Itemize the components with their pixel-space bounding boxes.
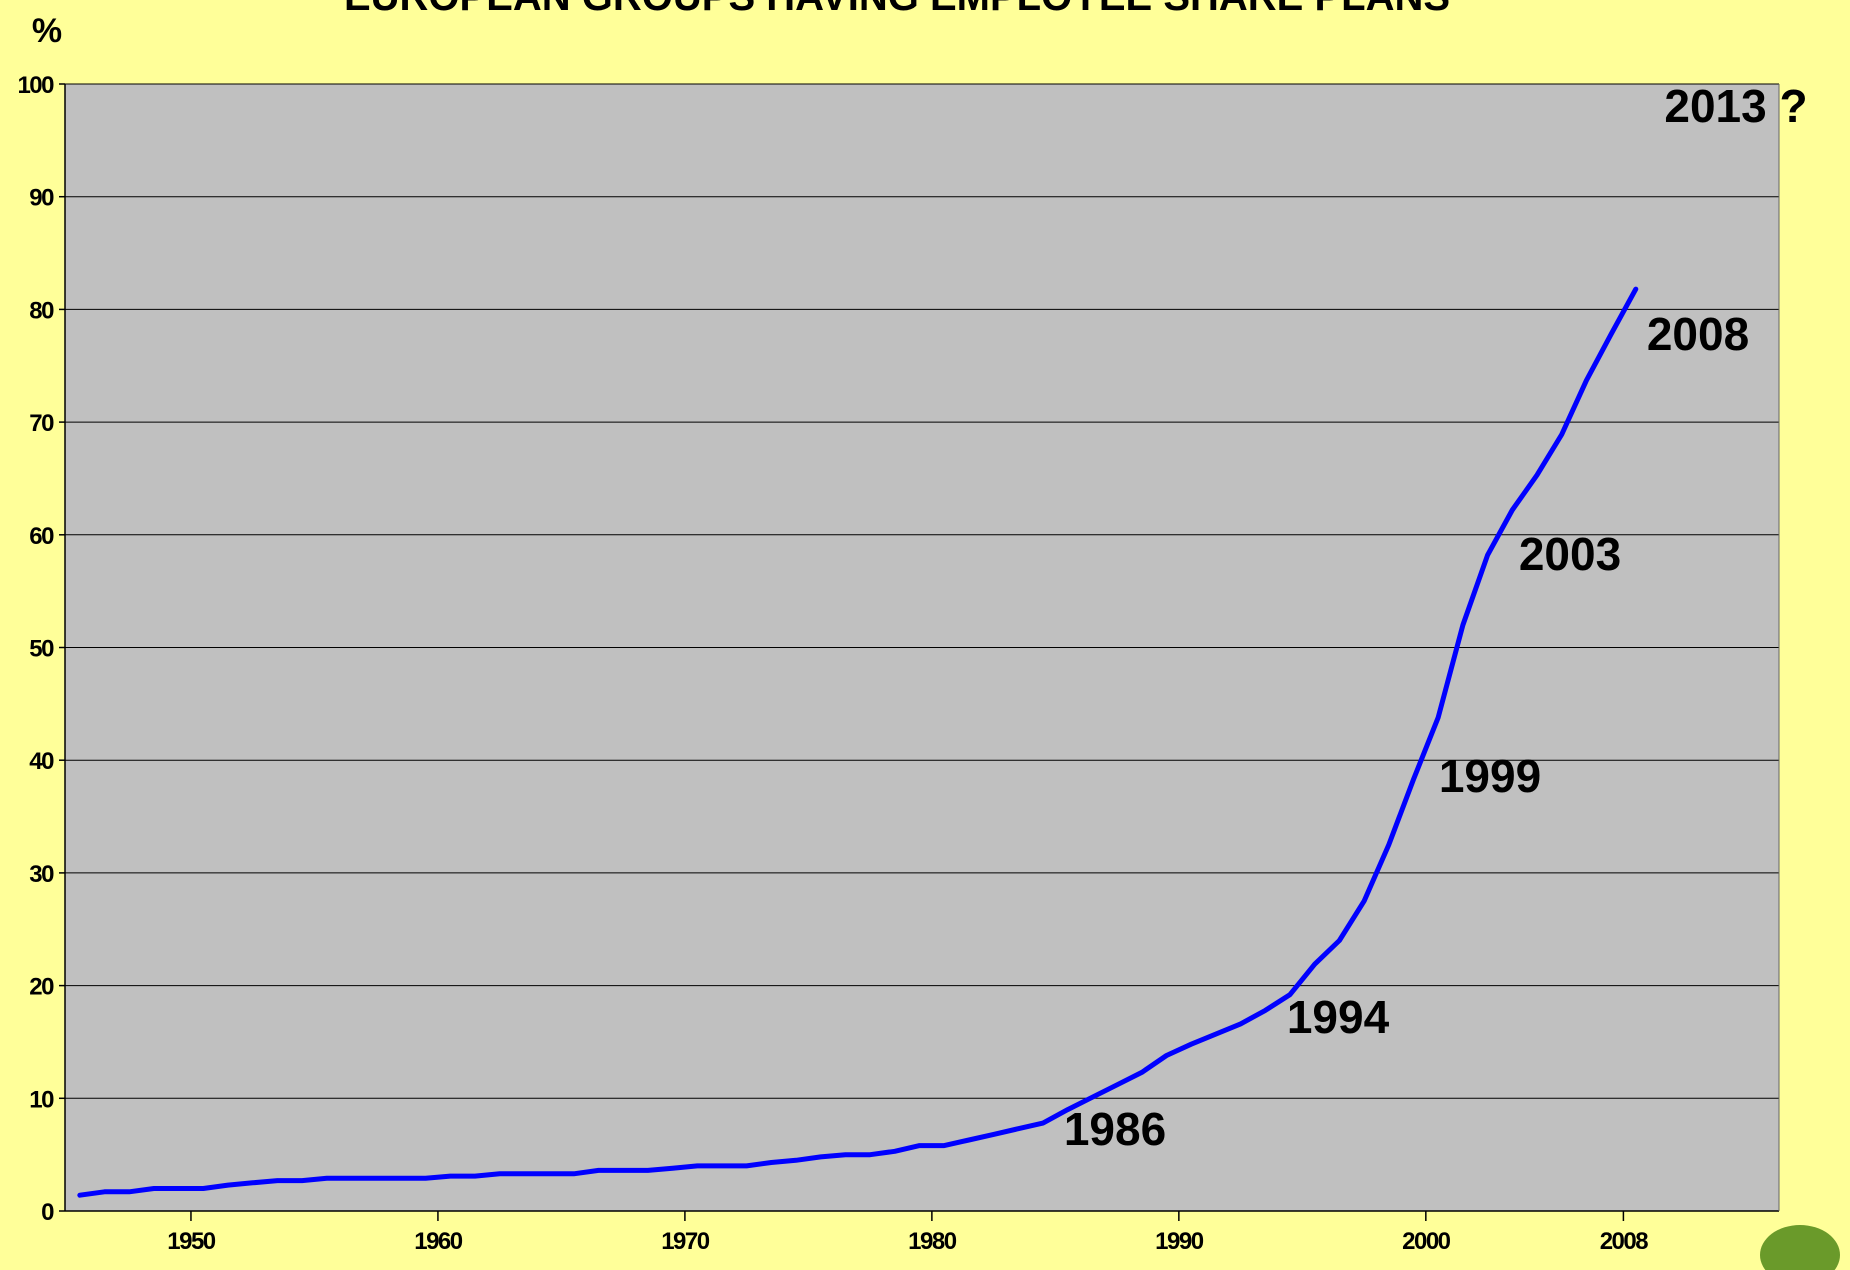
x-tick-label: 1970	[661, 1228, 710, 1255]
y-tick-label: 70	[29, 410, 54, 437]
y-tick-label: 60	[29, 523, 54, 550]
y-tick-label: 20	[29, 974, 54, 1001]
chart-title: EUROPEAN GROUPS HAVING EMPLOYEE SHARE PL…	[344, 0, 1450, 19]
y-tick-label: 10	[29, 1086, 54, 1113]
y-tick-label: 50	[29, 636, 54, 663]
y-tick-label: 100	[17, 72, 54, 99]
y-tick-label: 0	[41, 1199, 54, 1226]
y-tick-label: 90	[29, 185, 54, 212]
x-tick-label: 1960	[414, 1228, 463, 1255]
annotation: 1999	[1439, 750, 1541, 802]
x-tick-label: 2008	[1600, 1228, 1649, 1255]
x-tick-label: 1950	[167, 1228, 216, 1255]
logo-image	[1760, 1225, 1840, 1270]
x-tick-label: 1980	[908, 1228, 957, 1255]
annotation: 2013 ?	[1664, 80, 1807, 132]
y-tick-label: 40	[29, 748, 54, 775]
annotation: 1994	[1287, 991, 1390, 1043]
x-tick-label: 2000	[1402, 1228, 1451, 1255]
data-line	[77, 286, 1639, 1198]
y-tick-label: 80	[29, 297, 54, 324]
y-tick-label: 30	[29, 861, 54, 888]
annotation: 2003	[1519, 528, 1621, 580]
annotation: 1986	[1064, 1103, 1166, 1155]
y-axis-label: %	[32, 12, 62, 50]
annotation: 2008	[1647, 308, 1749, 360]
x-tick-label: 1990	[1155, 1228, 1204, 1255]
